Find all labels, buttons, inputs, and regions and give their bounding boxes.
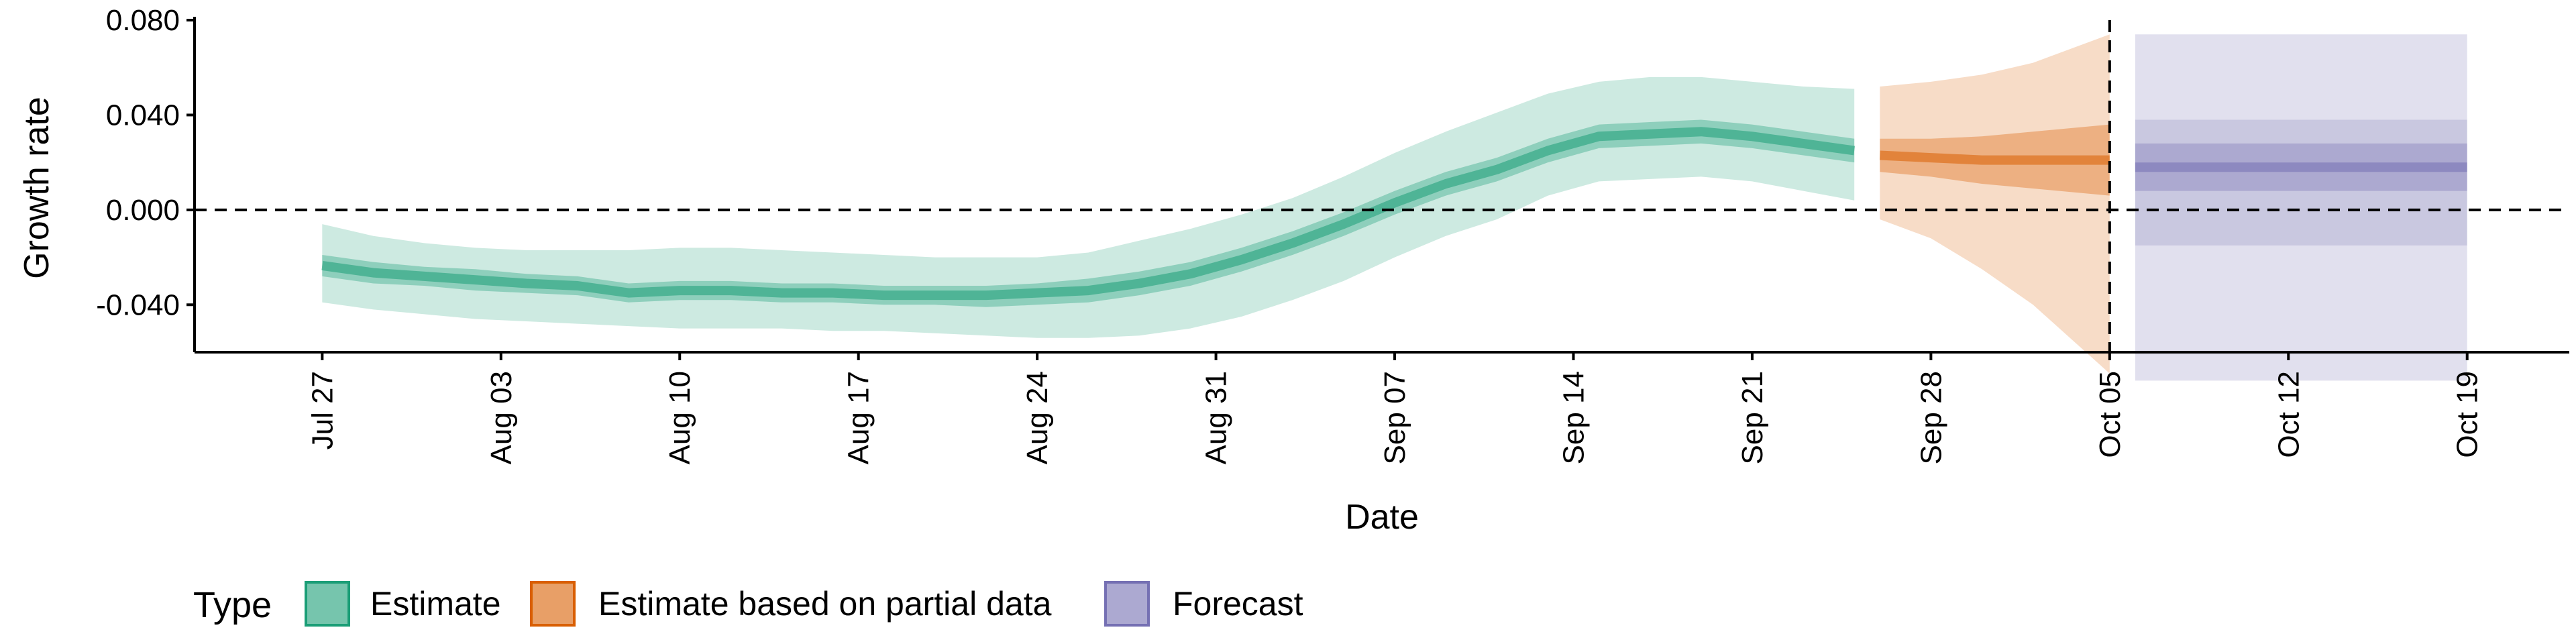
band-50-estimate [322, 119, 1855, 307]
legend: Type Estimate Estimate based on partial … [193, 581, 1303, 627]
band-90-forecast [2135, 119, 2467, 246]
interval-bands [321, 34, 2467, 381]
y-tick-label: 0.000 [106, 194, 180, 227]
x-axis-title: Date [1345, 498, 1419, 537]
y-axis-title: Growth rate [17, 97, 56, 279]
legend-key-forecast [1104, 581, 1150, 627]
axes [193, 17, 2569, 354]
y-tick-label: -0.040 [96, 288, 180, 321]
x-tick-label: Aug 31 [1200, 371, 1233, 464]
y-tick-label: 0.040 [106, 99, 180, 131]
x-tick-label: Aug 17 [843, 371, 875, 464]
x-tick-label: Sep 21 [1736, 371, 1769, 464]
legend-key-estimate [305, 581, 350, 627]
band-90-estimate-based-on-partial-data [1880, 34, 2110, 374]
legend-key-partial [530, 581, 576, 627]
x-tick-label: Oct 19 [2451, 371, 2484, 458]
band-outer-forecast [2135, 34, 2467, 381]
x-tick-label: Aug 24 [1021, 371, 1054, 464]
legend-label-forecast: Forecast [1173, 585, 1303, 623]
legend-label-estimate: Estimate [370, 585, 501, 623]
y-tick-label: 0.080 [106, 4, 180, 37]
reference-lines [195, 20, 2569, 352]
ticks: 0.080 0.040 0.000 -0.040 Jul 27 Aug 03 Aug 10 A… [96, 4, 2483, 464]
x-tick-label: Sep 28 [1915, 371, 1947, 464]
x-tick-label: Jul 27 [306, 371, 339, 449]
median-line-estimate-based-on-partial-data [1879, 150, 2110, 165]
x-tick-label: Oct 12 [2272, 371, 2305, 458]
x-tick-label: Oct 05 [2094, 371, 2127, 458]
x-tick-label: Aug 03 [485, 371, 518, 464]
x-tick-label: Aug 10 [663, 371, 696, 464]
band-90-estimate [322, 76, 1855, 338]
x-tick-label: Sep 07 [1379, 371, 1411, 464]
x-tick-label: Sep 14 [1558, 371, 1591, 464]
legend-title: Type [193, 585, 272, 625]
legend-label-partial: Estimate based on partial data [598, 585, 1052, 623]
median-line-estimate [321, 127, 1856, 301]
